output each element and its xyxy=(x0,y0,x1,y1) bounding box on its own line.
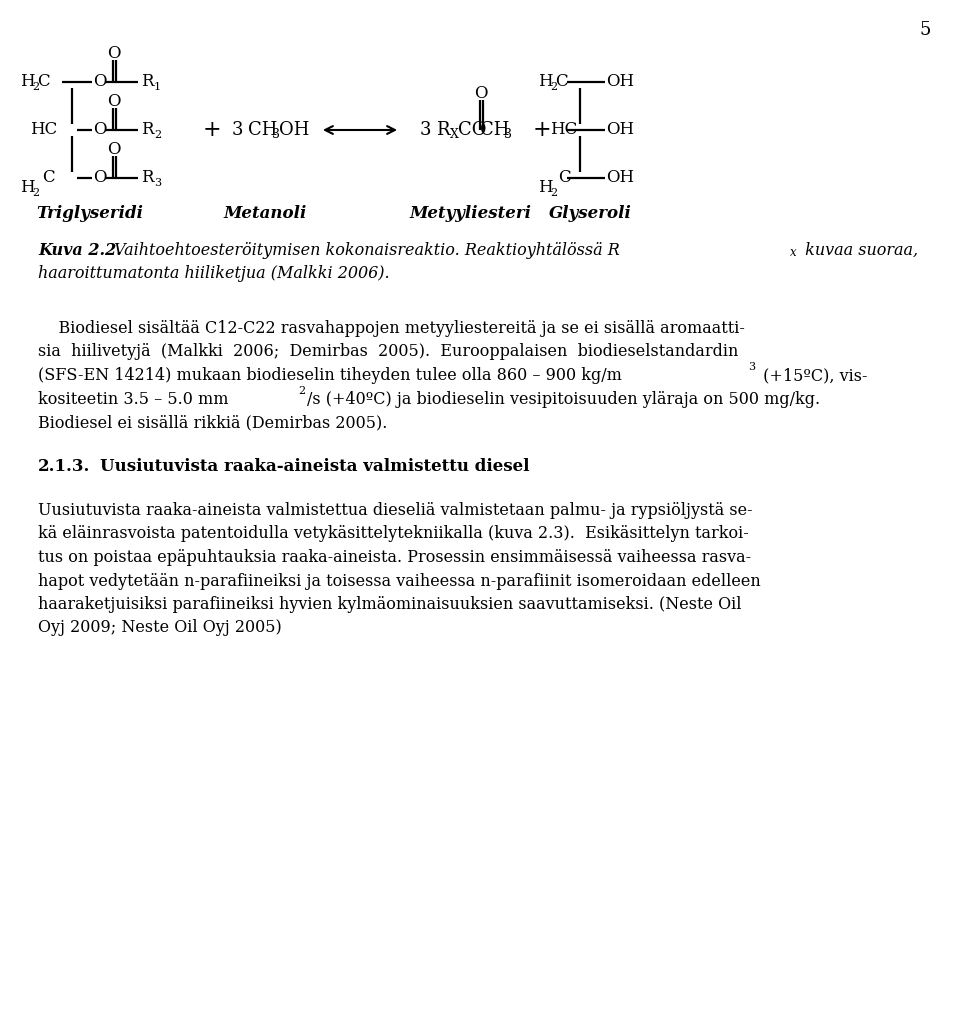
Text: 3: 3 xyxy=(420,121,431,139)
Text: 2: 2 xyxy=(154,130,161,140)
Text: H: H xyxy=(20,179,35,197)
Text: C: C xyxy=(558,169,570,187)
Text: O: O xyxy=(93,122,107,138)
Text: 2: 2 xyxy=(550,82,557,92)
Text: 3: 3 xyxy=(504,128,512,141)
Text: 3: 3 xyxy=(272,128,280,141)
Text: Glyseroli: Glyseroli xyxy=(548,205,632,221)
Text: C: C xyxy=(42,169,55,187)
Text: Uusiutuvista raaka-aineista valmistettua dieseliä valmistetaan palmu- ja rypsiöl: Uusiutuvista raaka-aineista valmistettua… xyxy=(38,502,753,519)
Text: O: O xyxy=(93,169,107,187)
Text: tus on poistaa epäpuhtauksia raaka-aineista. Prosessin ensimmäisessä vaiheessa r: tus on poistaa epäpuhtauksia raaka-ainei… xyxy=(38,549,751,566)
Text: (SFS-EN 14214) mukaan biodieselin tiheyden tulee olla 860 – 900 kg/m: (SFS-EN 14214) mukaan biodieselin tiheyd… xyxy=(38,367,622,384)
Text: Triglyseridi: Triglyseridi xyxy=(36,205,143,221)
Text: R: R xyxy=(141,122,154,138)
Text: C: C xyxy=(555,74,567,90)
Text: 3: 3 xyxy=(748,362,756,372)
Text: R: R xyxy=(141,74,154,90)
Text: +: + xyxy=(203,119,222,141)
Text: +: + xyxy=(533,119,551,141)
Text: OH: OH xyxy=(279,121,309,139)
Text: 2: 2 xyxy=(32,188,39,198)
Text: OH: OH xyxy=(606,169,635,187)
Text: H: H xyxy=(20,74,35,90)
Text: O: O xyxy=(93,74,107,90)
Text: O: O xyxy=(474,85,488,102)
Text: 1: 1 xyxy=(154,82,161,92)
Text: haaraketjuisiksi parafiineiksi hyvien kylmäominaisuuksien saavuttamiseksi. (Nest: haaraketjuisiksi parafiineiksi hyvien ky… xyxy=(38,596,741,613)
Text: CH: CH xyxy=(248,121,277,139)
Text: x: x xyxy=(790,246,797,259)
Text: 2.1.3.: 2.1.3. xyxy=(38,458,90,475)
Text: O: O xyxy=(108,141,121,159)
Text: Uusiutuvista raaka-aineista valmistettu diesel: Uusiutuvista raaka-aineista valmistettu … xyxy=(100,458,530,475)
Text: H: H xyxy=(538,179,553,197)
Text: HC: HC xyxy=(30,122,58,138)
Text: Metanoli: Metanoli xyxy=(224,205,306,221)
Text: O: O xyxy=(108,93,121,111)
Text: X: X xyxy=(450,128,459,141)
Text: CO: CO xyxy=(458,121,487,139)
Text: CH: CH xyxy=(480,121,510,139)
Text: HC: HC xyxy=(550,122,577,138)
Text: R: R xyxy=(141,169,154,187)
Text: 2: 2 xyxy=(298,385,305,396)
Text: C: C xyxy=(37,74,50,90)
Text: sia  hiilivetyjä  (Malkki  2006;  Demirbas  2005).  Eurooppalaisen  biodieselsta: sia hiilivetyjä (Malkki 2006; Demirbas 2… xyxy=(38,343,738,361)
Text: kä eläinrasvoista patentoidulla vetykäsittelytekniikalla (kuva 2.3).  Esikäsitte: kä eläinrasvoista patentoidulla vetykäsi… xyxy=(38,526,749,542)
Text: (+15ºC), vis-: (+15ºC), vis- xyxy=(758,367,868,384)
Text: haaroittumatonta hiiliketjua (Malkki 2006).: haaroittumatonta hiiliketjua (Malkki 200… xyxy=(38,265,390,282)
Text: 5: 5 xyxy=(920,20,930,39)
Text: OH: OH xyxy=(606,122,635,138)
Text: /s (+40ºC) ja biodieselin vesipitoisuuden yläraja on 500 mg/kg.: /s (+40ºC) ja biodieselin vesipitoisuude… xyxy=(307,391,820,408)
Text: O: O xyxy=(108,45,121,63)
Text: kositeetin 3.5 – 5.0 mm: kositeetin 3.5 – 5.0 mm xyxy=(38,391,228,408)
Text: R: R xyxy=(436,121,449,139)
Text: H: H xyxy=(538,74,553,90)
Text: Kuva 2.2.: Kuva 2.2. xyxy=(38,242,122,259)
Text: 2: 2 xyxy=(550,188,557,198)
Text: 3: 3 xyxy=(154,178,161,188)
Text: Oyj 2009; Neste Oil Oyj 2005): Oyj 2009; Neste Oil Oyj 2005) xyxy=(38,619,281,637)
Text: Metyyliesteri: Metyyliesteri xyxy=(409,205,531,221)
Text: kuvaa suoraa,: kuvaa suoraa, xyxy=(800,242,918,259)
Text: 3: 3 xyxy=(232,121,244,139)
Text: Biodiesel ei sisällä rikkiä (Demirbas 2005).: Biodiesel ei sisällä rikkiä (Demirbas 20… xyxy=(38,414,388,430)
Text: hapot vedytetään n-parafiineiksi ja toisessa vaiheessa n-parafiinit isomeroidaan: hapot vedytetään n-parafiineiksi ja tois… xyxy=(38,573,760,589)
Text: Biodiesel sisältää C12-C22 rasvahappojen metyyliestereitä ja se ei sisällä aroma: Biodiesel sisältää C12-C22 rasvahappojen… xyxy=(38,320,745,337)
Text: 2: 2 xyxy=(32,82,39,92)
Text: OH: OH xyxy=(606,74,635,90)
Text: Vaihtoehtoesteröitymisen kokonaisreaktio. Reaktioyhtälössä R: Vaihtoehtoesteröitymisen kokonaisreaktio… xyxy=(109,242,620,259)
